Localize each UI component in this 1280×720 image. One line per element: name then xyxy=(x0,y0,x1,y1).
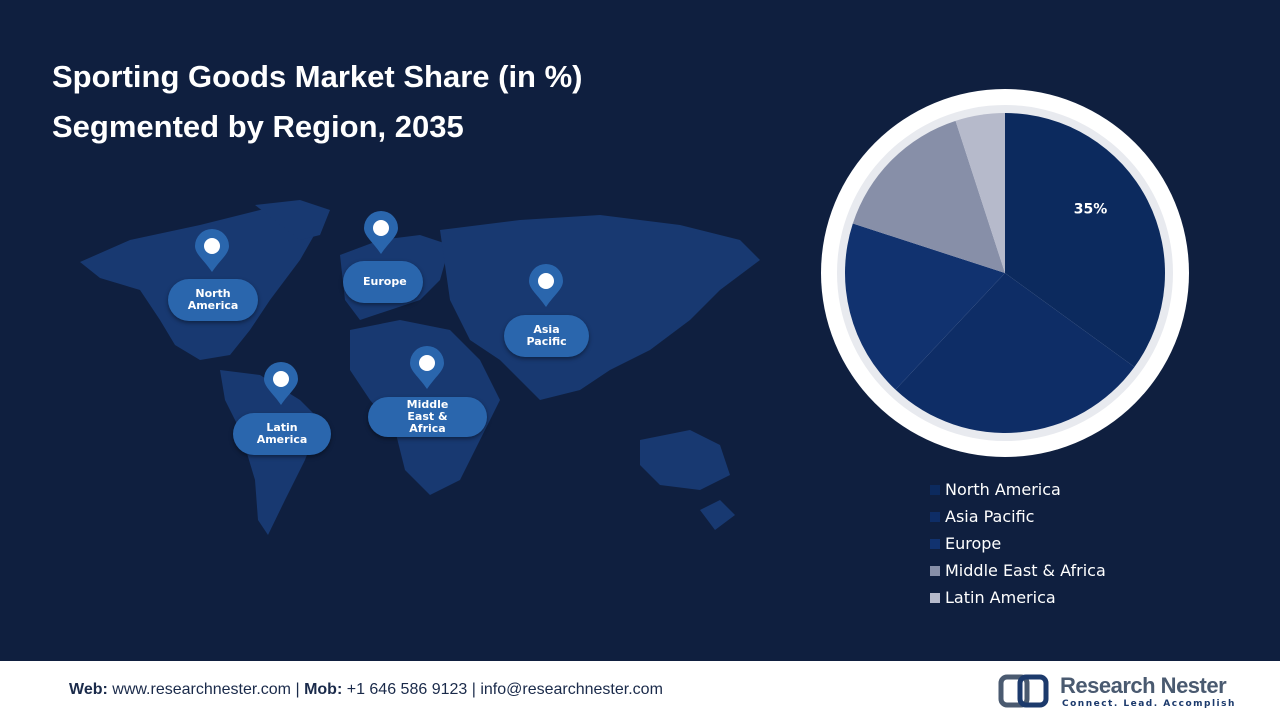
footer: Web: www.researchnester.com | Mob: +1 64… xyxy=(0,661,1280,720)
map-pin-dot xyxy=(373,220,389,236)
map-label: Europe xyxy=(343,261,423,303)
legend-label: Europe xyxy=(945,534,1002,553)
pie-slice xyxy=(955,113,1005,273)
map-label-text: Middle East & Africa xyxy=(406,398,449,435)
map-label-text: Europe xyxy=(363,275,407,288)
pie-slice xyxy=(895,273,1135,433)
title-line: Segmented by Region, 2035 xyxy=(52,109,464,144)
logo-tagline: Connect. Lead. Accomplish xyxy=(1062,699,1236,709)
pie-slice xyxy=(845,223,1005,390)
title-line: Sporting Goods Market Share (in %) xyxy=(52,59,583,94)
pie-slice xyxy=(1005,113,1166,368)
map-label-text: Latin America xyxy=(256,421,308,446)
separator: | xyxy=(471,681,476,698)
legend-swatch xyxy=(930,565,940,576)
map-pin-dot xyxy=(204,238,220,254)
pie: 35% xyxy=(845,113,1166,433)
legend-label: North America xyxy=(945,480,1061,499)
logo-icon xyxy=(998,674,1049,708)
title: Sporting Goods Market Share (in %) Segme… xyxy=(52,52,583,152)
legend-swatch xyxy=(930,538,940,549)
map-label: Asia Pacific xyxy=(504,315,589,357)
map-pin-dot xyxy=(538,273,554,289)
legend-swatch xyxy=(930,484,940,495)
pie-slice xyxy=(852,120,1005,273)
legend-item: Latin America xyxy=(930,584,1106,611)
separator: | xyxy=(295,681,300,698)
mob: +1 646 586 9123 xyxy=(346,681,468,698)
legend-item: Asia Pacific xyxy=(930,503,1106,530)
map-pins xyxy=(195,211,563,405)
legend-swatch xyxy=(930,592,940,603)
legend-item: Europe xyxy=(930,530,1106,557)
value-label: 35% xyxy=(1074,201,1108,217)
legend-item: North America xyxy=(930,476,1106,503)
legend-swatch xyxy=(930,511,940,522)
map-label-text: Asia Pacific xyxy=(526,323,567,348)
web: www.researchnester.com xyxy=(112,681,291,698)
legend-label: Latin America xyxy=(945,588,1056,607)
web-label: Web: xyxy=(69,681,108,698)
legend-label: Asia Pacific xyxy=(945,507,1035,526)
map-label: Latin America xyxy=(233,413,331,455)
legend: North America Asia Pacific Europe Middle Ea… xyxy=(930,476,1106,611)
map-label: North America xyxy=(168,279,258,321)
contact: Web: www.researchnester.com | Mob: +1 64… xyxy=(69,681,663,699)
map-label: Middle East & Africa xyxy=(368,397,487,437)
map-label-text: North America xyxy=(187,287,239,312)
mob-label: Mob: xyxy=(304,681,343,698)
graphics: 35% xyxy=(80,89,1189,535)
legend-label: Middle East & Africa xyxy=(945,561,1106,580)
map-pin-dot xyxy=(419,355,435,371)
map-pin-dot xyxy=(273,371,289,387)
logo-name: Research Nester xyxy=(1060,673,1227,698)
legend-item: Middle East & Africa xyxy=(930,557,1106,584)
email: info@researchnester.com xyxy=(480,681,663,698)
